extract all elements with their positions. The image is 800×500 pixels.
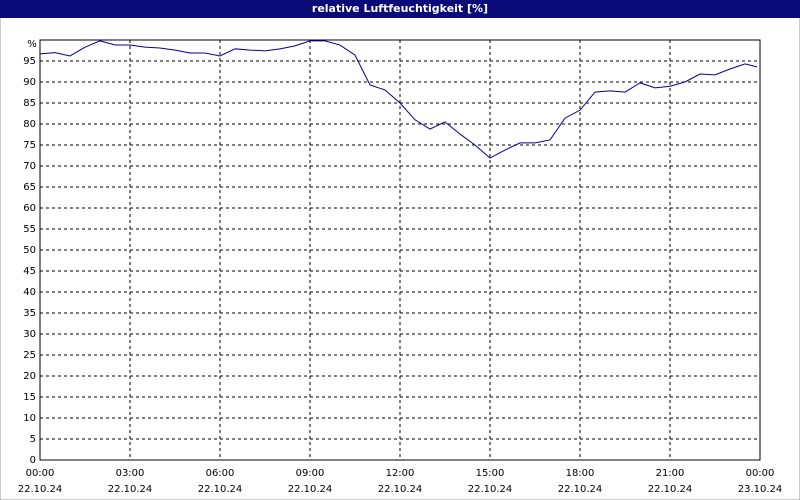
y-tick-label: 0 [30, 455, 36, 466]
x-tick-date: 22.10.24 [288, 484, 333, 495]
y-tick-label: 40 [23, 287, 36, 298]
y-axis-label: % [27, 39, 37, 50]
x-tick-label: 00:00 [746, 468, 775, 479]
data-line [39, 40, 758, 159]
x-tick-label: 09:00 [296, 468, 325, 479]
x-tick-date: 23.10.24 [738, 484, 783, 495]
y-tick-label: 95 [23, 56, 36, 67]
y-tick-label: 60 [23, 203, 36, 214]
y-tick-label: 85 [23, 98, 36, 109]
x-tick-label: 03:00 [116, 468, 145, 479]
x-tick-date: 22.10.24 [378, 484, 423, 495]
x-tick-date: 22.10.24 [558, 484, 603, 495]
y-tick-label: 75 [23, 140, 36, 151]
x-tick-label: 06:00 [206, 468, 235, 479]
x-tick-date: 22.10.24 [18, 484, 63, 495]
y-tick-label: 30 [23, 329, 36, 340]
x-tick-date: 22.10.24 [468, 484, 513, 495]
x-tick-label: 15:00 [476, 468, 505, 479]
y-tick-label: 15 [23, 392, 36, 403]
y-tick-label: 70 [23, 161, 36, 172]
y-tick-label: 50 [23, 245, 36, 256]
y-tick-label: 35 [23, 308, 36, 319]
x-tick-label: 12:00 [386, 468, 415, 479]
y-tick-label: 25 [23, 350, 36, 361]
x-tick-date: 22.10.24 [198, 484, 243, 495]
x-tick-label: 18:00 [566, 468, 595, 479]
y-tick-label: 80 [23, 119, 36, 130]
y-tick-label: 45 [23, 266, 36, 277]
y-tick-label: 20 [23, 371, 36, 382]
x-tick-date: 22.10.24 [108, 484, 153, 495]
title-bar [0, 0, 800, 18]
y-tick-label: 55 [23, 224, 36, 235]
y-tick-label: 10 [23, 413, 36, 424]
y-tick-label: 5 [30, 434, 36, 445]
x-tick-label: 21:00 [656, 468, 685, 479]
x-tick-label: 00:00 [26, 468, 55, 479]
y-tick-label: 90 [23, 77, 36, 88]
x-tick-date: 22.10.24 [648, 484, 693, 495]
chart-title: relative Luftfeuchtigkeit [%] [312, 2, 488, 15]
y-tick-label: 65 [23, 182, 36, 193]
